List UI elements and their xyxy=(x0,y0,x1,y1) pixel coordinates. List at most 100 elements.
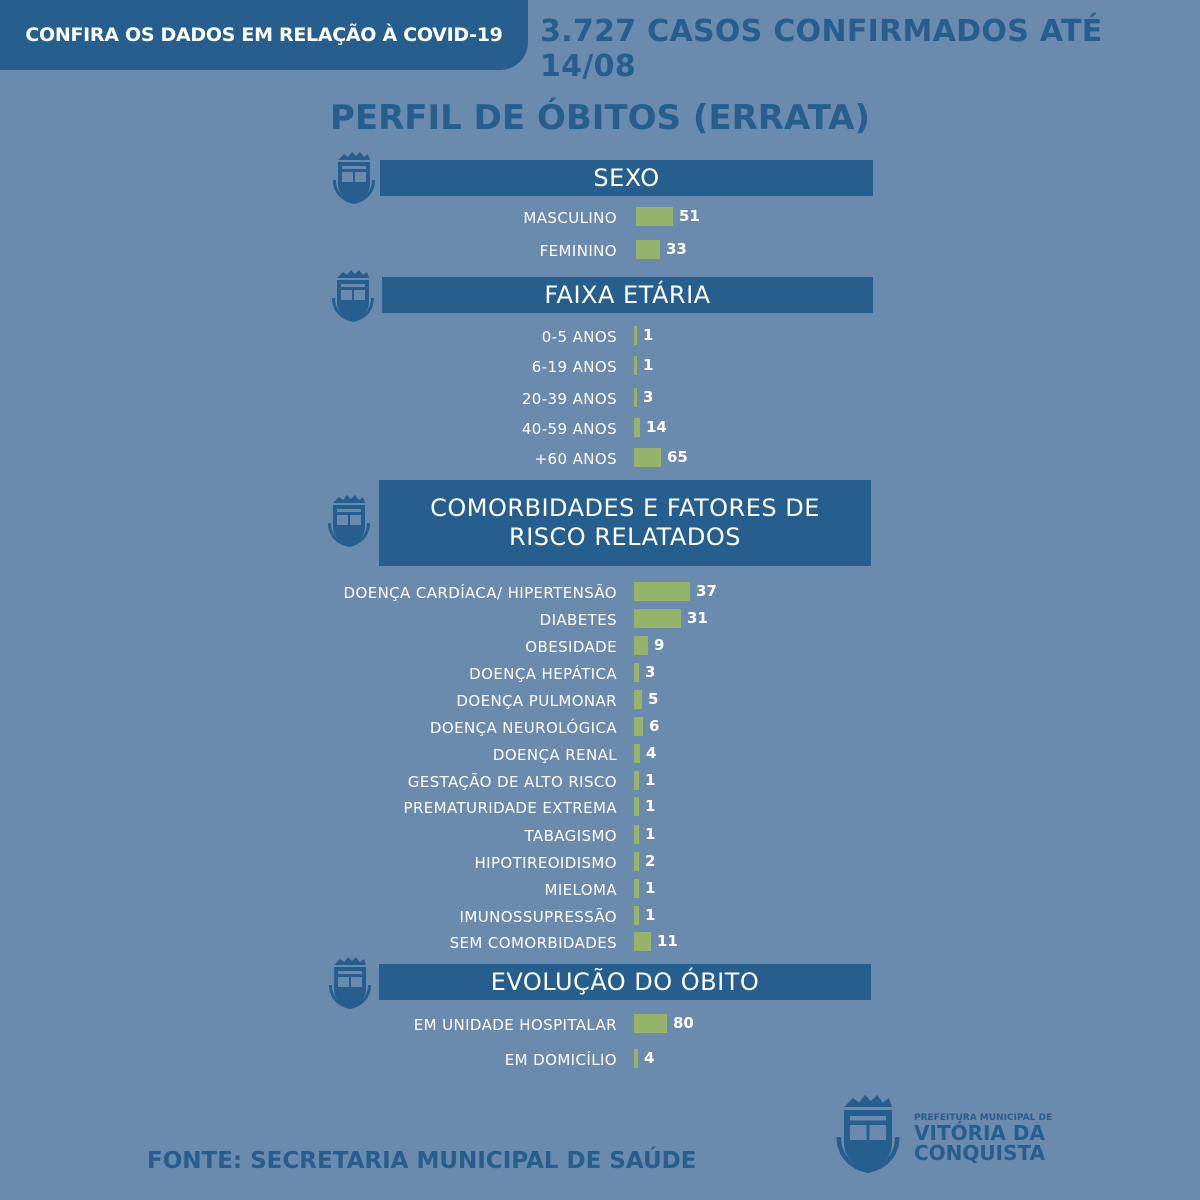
bar xyxy=(634,326,637,345)
bar-row: TABAGISMO 1 xyxy=(0,825,1200,847)
bar-label: FEMININO xyxy=(539,242,617,260)
bar xyxy=(634,932,651,951)
bar-value: 1 xyxy=(643,326,654,344)
bar-value: 2 xyxy=(645,852,656,870)
prefeitura-logo: PREFEITURA MUNICIPAL DE VITÓRIA DA CONQUIS… xyxy=(832,1090,1062,1180)
bar xyxy=(636,240,660,259)
bar xyxy=(634,448,661,467)
bar-value: 1 xyxy=(645,771,656,789)
bar-row: OBESIDADE 9 xyxy=(0,636,1200,658)
bar-row: EM DOMICÍLIO 4 xyxy=(0,1049,1200,1071)
logo-line3: CONQUISTA xyxy=(914,1141,1046,1165)
bar-label: EM DOMICÍLIO xyxy=(504,1051,617,1069)
bar-row: DOENÇA CARDÍACA/ HIPERTENSÃO 37 xyxy=(0,582,1200,604)
section-header-comorbidades: COMORBIDADES E FATORES DE RISCO RELATADO… xyxy=(379,480,871,566)
bar-value: 4 xyxy=(644,1049,655,1067)
bar xyxy=(634,852,639,871)
bar-row: DOENÇA PULMONAR 5 xyxy=(0,690,1200,712)
bar xyxy=(634,663,639,682)
logo-line2: VITÓRIA DA xyxy=(914,1121,1045,1145)
crest-icon xyxy=(325,493,373,549)
section-header-faixa: FAIXA ETÁRIA xyxy=(382,277,873,313)
crest-icon xyxy=(330,150,378,206)
bar-value: 3 xyxy=(645,663,656,681)
bar-row: MIELOMA 1 xyxy=(0,879,1200,901)
bar-label: 0-5 ANOS xyxy=(541,328,617,346)
page-title: PERFIL DE ÓBITOS (ERRATA) xyxy=(329,98,871,138)
bar xyxy=(634,1049,638,1068)
bar-label: DOENÇA PULMONAR xyxy=(456,692,617,710)
bar-label: DOENÇA RENAL xyxy=(492,746,617,764)
bar xyxy=(634,609,681,628)
bar-value: 1 xyxy=(645,825,656,843)
bar-label: EM UNIDADE HOSPITALAR xyxy=(413,1016,617,1034)
bar-label: DIABETES xyxy=(539,611,617,629)
bar-row: +60 ANOS 65 xyxy=(0,448,1200,470)
bar-row: GESTAÇÃO DE ALTO RISCO 1 xyxy=(0,771,1200,793)
bar-row: HIPOTIREOIDISMO 2 xyxy=(0,852,1200,874)
bar-label: MIELOMA xyxy=(544,881,617,899)
bar xyxy=(634,879,639,898)
bar xyxy=(634,797,639,816)
bar-value: 33 xyxy=(666,240,687,258)
bar-value: 4 xyxy=(646,744,657,762)
bar-label: IMUNOSSUPRESSÃO xyxy=(459,908,617,926)
bar xyxy=(636,207,673,226)
crest-icon xyxy=(329,268,377,324)
bar xyxy=(634,771,639,790)
bar-value: 1 xyxy=(645,879,656,897)
bar-row: PREMATURIDADE EXTREMA 1 xyxy=(0,797,1200,819)
bar-label: 6-19 ANOS xyxy=(531,358,617,376)
bar-row: FEMININO 33 xyxy=(0,240,1200,262)
bar-label: 40-59 ANOS xyxy=(521,420,617,438)
bar-value: 1 xyxy=(645,906,656,924)
bar-value: 65 xyxy=(667,448,688,466)
bar-row: 6-19 ANOS 1 xyxy=(0,356,1200,378)
bar-row: DIABETES 31 xyxy=(0,609,1200,631)
bar xyxy=(634,388,637,407)
bar-row: IMUNOSSUPRESSÃO 1 xyxy=(0,906,1200,928)
header-tab: CONFIRA OS DADOS EM RELAÇÃO À COVID-19 xyxy=(0,0,528,70)
source-note: FONTE: SECRETARIA MUNICIPAL DE SAÚDE xyxy=(147,1148,697,1174)
bar-row: 40-59 ANOS 14 xyxy=(0,418,1200,440)
bar-label: SEM COMORBIDADES xyxy=(449,934,617,952)
bar-value: 9 xyxy=(654,636,665,654)
crest-icon xyxy=(836,1095,900,1173)
bar-value: 11 xyxy=(657,932,678,950)
bar-label: +60 ANOS xyxy=(534,450,617,468)
bar-value: 6 xyxy=(649,717,660,735)
bar xyxy=(634,582,690,601)
bar-row: DOENÇA RENAL 4 xyxy=(0,744,1200,766)
bar xyxy=(634,717,643,736)
crest-icon xyxy=(326,955,374,1011)
section-header-evolucao: EVOLUÇÃO DO ÓBITO xyxy=(379,964,871,1000)
cases-count: 3.727 CASOS CONFIRMADOS ATÉ 14/08 xyxy=(540,14,1103,84)
bar-value: 3 xyxy=(643,388,654,406)
bar-value: 5 xyxy=(648,690,659,708)
bar xyxy=(634,636,648,655)
bar-row: DOENÇA HEPÁTICA 3 xyxy=(0,663,1200,685)
logo-line1: PREFEITURA MUNICIPAL DE xyxy=(914,1113,1053,1123)
bar-label: TABAGISMO xyxy=(524,827,617,845)
bar-row: DOENÇA NEUROLÓGICA 6 xyxy=(0,717,1200,739)
bar-label: PREMATURIDADE EXTREMA xyxy=(403,799,617,817)
bar-row: SEM COMORBIDADES 11 xyxy=(0,932,1200,954)
bar xyxy=(634,356,637,375)
bar-value: 80 xyxy=(673,1014,694,1032)
bar-value: 1 xyxy=(645,797,656,815)
bar xyxy=(634,1014,667,1033)
bar-value: 14 xyxy=(646,418,667,436)
bar-label: HIPOTIREOIDISMO xyxy=(474,854,617,872)
bar xyxy=(634,906,639,925)
bar-value: 51 xyxy=(679,207,700,225)
bar xyxy=(634,825,639,844)
bar-row: MASCULINO 51 xyxy=(0,207,1200,229)
bar-label: MASCULINO xyxy=(523,209,617,227)
bar xyxy=(634,418,640,437)
bar xyxy=(634,744,640,763)
bar-value: 31 xyxy=(687,609,708,627)
bar-row: 0-5 ANOS 1 xyxy=(0,326,1200,348)
bar xyxy=(634,690,642,709)
bar-label: GESTAÇÃO DE ALTO RISCO xyxy=(407,773,617,791)
section-header-sexo: SEXO xyxy=(380,160,873,196)
